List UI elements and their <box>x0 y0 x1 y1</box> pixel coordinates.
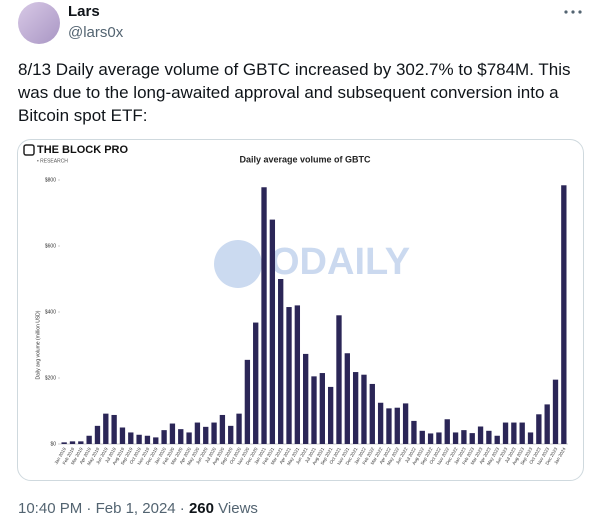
separator: · <box>179 500 185 517</box>
bar <box>253 322 259 444</box>
media[interactable]: THE BLOCK PRO • RESEARCH ODAILY Daily av… <box>17 139 584 481</box>
views-count: 260 <box>188 500 214 517</box>
more-menu[interactable] <box>562 8 584 16</box>
watermark-logo <box>214 240 262 288</box>
bar <box>94 425 101 444</box>
bar <box>427 433 434 444</box>
date[interactable]: Feb 1, 2024 <box>95 500 176 517</box>
y-axis-label: Daily avg volume (million USD) <box>35 310 41 379</box>
bar <box>194 422 201 444</box>
bar <box>69 441 76 444</box>
tweet-meta: 10:40 PM · Feb 1, 2024 · 260 Views <box>18 500 258 517</box>
y-tick-label: $200 <box>45 375 56 381</box>
bar <box>244 359 251 444</box>
time[interactable]: 10:40 PM <box>18 500 83 517</box>
bar <box>561 185 567 444</box>
bar <box>436 432 442 444</box>
brand-name: THE BLOCK PRO <box>37 144 129 156</box>
bar <box>128 432 134 444</box>
views-label: Views <box>218 500 258 517</box>
bar <box>319 373 325 444</box>
bar <box>161 430 167 444</box>
bar <box>394 407 400 444</box>
bar <box>477 426 484 444</box>
bar <box>103 413 109 444</box>
bar <box>211 422 217 444</box>
bar <box>78 441 84 444</box>
bar <box>377 402 384 444</box>
bar <box>236 413 242 444</box>
logo <box>23 144 35 156</box>
bar <box>552 379 559 444</box>
bar <box>261 187 267 444</box>
watermark: ODAILY <box>270 241 410 283</box>
bar <box>519 422 525 444</box>
bar <box>169 423 176 444</box>
bar <box>327 386 334 444</box>
bar <box>294 305 301 444</box>
bar <box>527 432 534 444</box>
author-name[interactable]: Lars <box>68 3 100 20</box>
bar <box>502 422 509 444</box>
bar <box>386 408 392 444</box>
chart-title: Daily average volume of GBTC <box>239 154 371 164</box>
bar <box>144 435 151 444</box>
bar <box>461 430 467 444</box>
bar <box>511 422 517 444</box>
bar <box>136 434 142 444</box>
bar <box>352 372 359 444</box>
bar <box>361 374 367 444</box>
bar <box>203 426 209 444</box>
bar <box>336 315 342 444</box>
bar <box>111 414 117 444</box>
bar <box>278 279 284 444</box>
y-tick-label: $800 <box>45 177 56 183</box>
bar <box>153 437 159 444</box>
bar <box>61 442 67 444</box>
chart: THE BLOCK PRO • RESEARCH ODAILY Daily av… <box>23 144 568 466</box>
separator: · <box>86 500 92 517</box>
bar <box>419 430 425 444</box>
bar <box>536 414 542 444</box>
bar <box>369 383 375 444</box>
bar <box>411 420 417 444</box>
bar <box>186 432 192 444</box>
bar <box>228 425 234 444</box>
bar <box>544 404 550 444</box>
brand-sub: • RESEARCH <box>37 158 68 164</box>
y-tick-label: $400 <box>45 309 56 315</box>
avatar[interactable] <box>18 2 60 44</box>
y-tick-label: $0 <box>50 441 56 447</box>
bar <box>494 435 500 444</box>
y-tick-label: $600 <box>45 243 56 249</box>
bar <box>219 414 226 444</box>
bar <box>444 419 450 444</box>
bar <box>486 430 492 444</box>
bar <box>311 376 317 444</box>
bar <box>86 435 92 444</box>
bar <box>402 403 409 444</box>
bar <box>469 433 475 444</box>
bar <box>119 427 126 444</box>
bar <box>344 353 350 444</box>
tweet-text: 8/13 Daily average volume of GBTC increa… <box>18 60 571 125</box>
bar <box>303 353 309 444</box>
bar <box>178 429 184 444</box>
author-handle[interactable]: @lars0x <box>68 24 124 41</box>
bar <box>452 432 459 444</box>
bar <box>286 307 292 444</box>
bar <box>269 219 276 444</box>
